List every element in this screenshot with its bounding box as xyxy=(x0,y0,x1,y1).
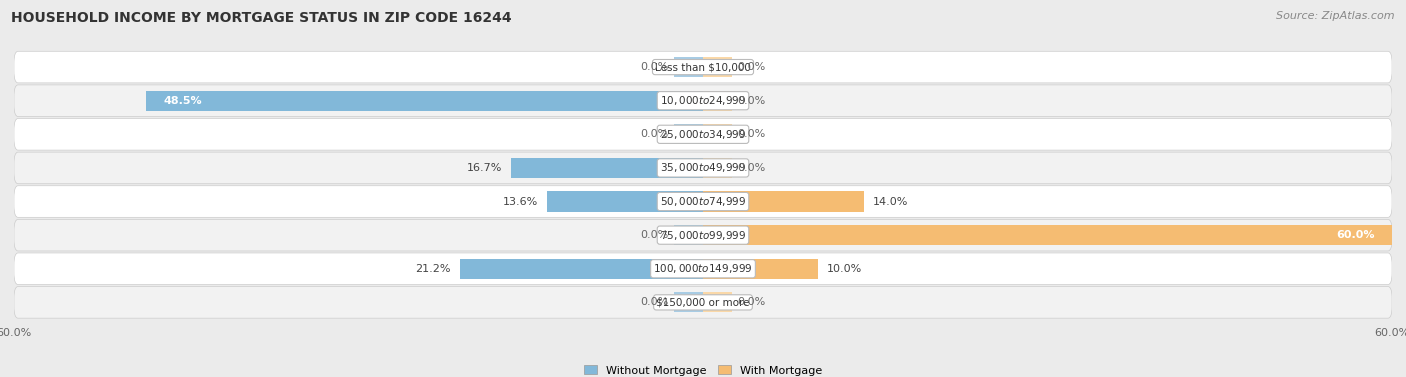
Bar xyxy=(146,90,703,111)
Bar xyxy=(703,124,731,144)
Bar xyxy=(675,225,703,245)
Text: $35,000 to $49,999: $35,000 to $49,999 xyxy=(659,161,747,175)
FancyBboxPatch shape xyxy=(14,186,1392,217)
Text: 10.0%: 10.0% xyxy=(827,264,862,274)
Legend: Without Mortgage, With Mortgage: Without Mortgage, With Mortgage xyxy=(579,361,827,377)
Text: $75,000 to $99,999: $75,000 to $99,999 xyxy=(659,228,747,242)
Text: 14.0%: 14.0% xyxy=(873,196,908,207)
FancyBboxPatch shape xyxy=(14,51,1392,83)
Text: $100,000 to $149,999: $100,000 to $149,999 xyxy=(654,262,752,275)
Bar xyxy=(703,192,863,211)
Bar xyxy=(703,292,731,313)
Text: $50,000 to $74,999: $50,000 to $74,999 xyxy=(659,195,747,208)
Bar xyxy=(703,225,1392,245)
Text: HOUSEHOLD INCOME BY MORTGAGE STATUS IN ZIP CODE 16244: HOUSEHOLD INCOME BY MORTGAGE STATUS IN Z… xyxy=(11,11,512,25)
Text: $10,000 to $24,999: $10,000 to $24,999 xyxy=(659,94,747,107)
Text: 13.6%: 13.6% xyxy=(502,196,537,207)
Text: Source: ZipAtlas.com: Source: ZipAtlas.com xyxy=(1277,11,1395,21)
FancyBboxPatch shape xyxy=(14,287,1392,318)
Bar xyxy=(703,57,731,77)
Text: 0.0%: 0.0% xyxy=(640,297,669,307)
Text: 48.5%: 48.5% xyxy=(163,96,202,106)
Bar xyxy=(675,292,703,313)
Text: 0.0%: 0.0% xyxy=(738,96,766,106)
Text: 0.0%: 0.0% xyxy=(640,129,669,139)
Text: 60.0%: 60.0% xyxy=(1336,230,1375,240)
FancyBboxPatch shape xyxy=(14,152,1392,184)
Text: 0.0%: 0.0% xyxy=(738,297,766,307)
Bar xyxy=(675,57,703,77)
FancyBboxPatch shape xyxy=(14,219,1392,251)
FancyBboxPatch shape xyxy=(14,253,1392,285)
Text: $25,000 to $34,999: $25,000 to $34,999 xyxy=(659,128,747,141)
Text: 0.0%: 0.0% xyxy=(738,129,766,139)
Bar xyxy=(460,259,703,279)
Text: 0.0%: 0.0% xyxy=(738,163,766,173)
Bar xyxy=(512,158,703,178)
FancyBboxPatch shape xyxy=(14,118,1392,150)
Bar xyxy=(703,158,731,178)
Bar xyxy=(547,192,703,211)
Text: 16.7%: 16.7% xyxy=(467,163,502,173)
Text: Less than $10,000: Less than $10,000 xyxy=(655,62,751,72)
Bar xyxy=(703,90,731,111)
Text: $150,000 or more: $150,000 or more xyxy=(657,297,749,307)
Bar xyxy=(675,124,703,144)
Bar xyxy=(703,259,818,279)
Text: 0.0%: 0.0% xyxy=(738,62,766,72)
Text: 21.2%: 21.2% xyxy=(415,264,450,274)
Text: 0.0%: 0.0% xyxy=(640,62,669,72)
Text: 0.0%: 0.0% xyxy=(640,230,669,240)
FancyBboxPatch shape xyxy=(14,85,1392,116)
